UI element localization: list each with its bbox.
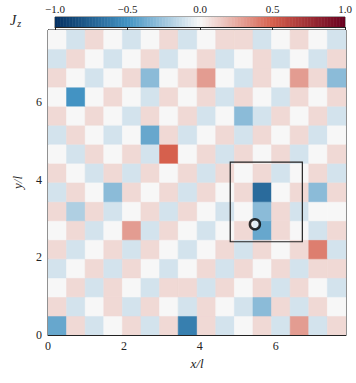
svg-text:x/l: x/l bbox=[190, 356, 204, 371]
svg-text:J: J bbox=[10, 13, 17, 28]
svg-text:0.0: 0.0 bbox=[193, 3, 207, 15]
svg-text:−1.0: −1.0 bbox=[45, 3, 65, 15]
svg-text:1.0: 1.0 bbox=[338, 3, 352, 15]
svg-text:0.5: 0.5 bbox=[266, 3, 280, 15]
svg-text:0: 0 bbox=[45, 339, 51, 353]
svg-text:z: z bbox=[16, 18, 21, 29]
svg-text:2: 2 bbox=[36, 250, 42, 264]
svg-text:y/l: y/l bbox=[10, 176, 25, 191]
svg-text:6: 6 bbox=[273, 339, 279, 353]
svg-text:4: 4 bbox=[36, 173, 42, 187]
svg-text:4: 4 bbox=[197, 339, 203, 353]
svg-text:2: 2 bbox=[121, 339, 127, 353]
svg-text:6: 6 bbox=[36, 95, 42, 109]
svg-text:0: 0 bbox=[36, 328, 42, 342]
svg-text:−0.5: −0.5 bbox=[118, 3, 138, 15]
